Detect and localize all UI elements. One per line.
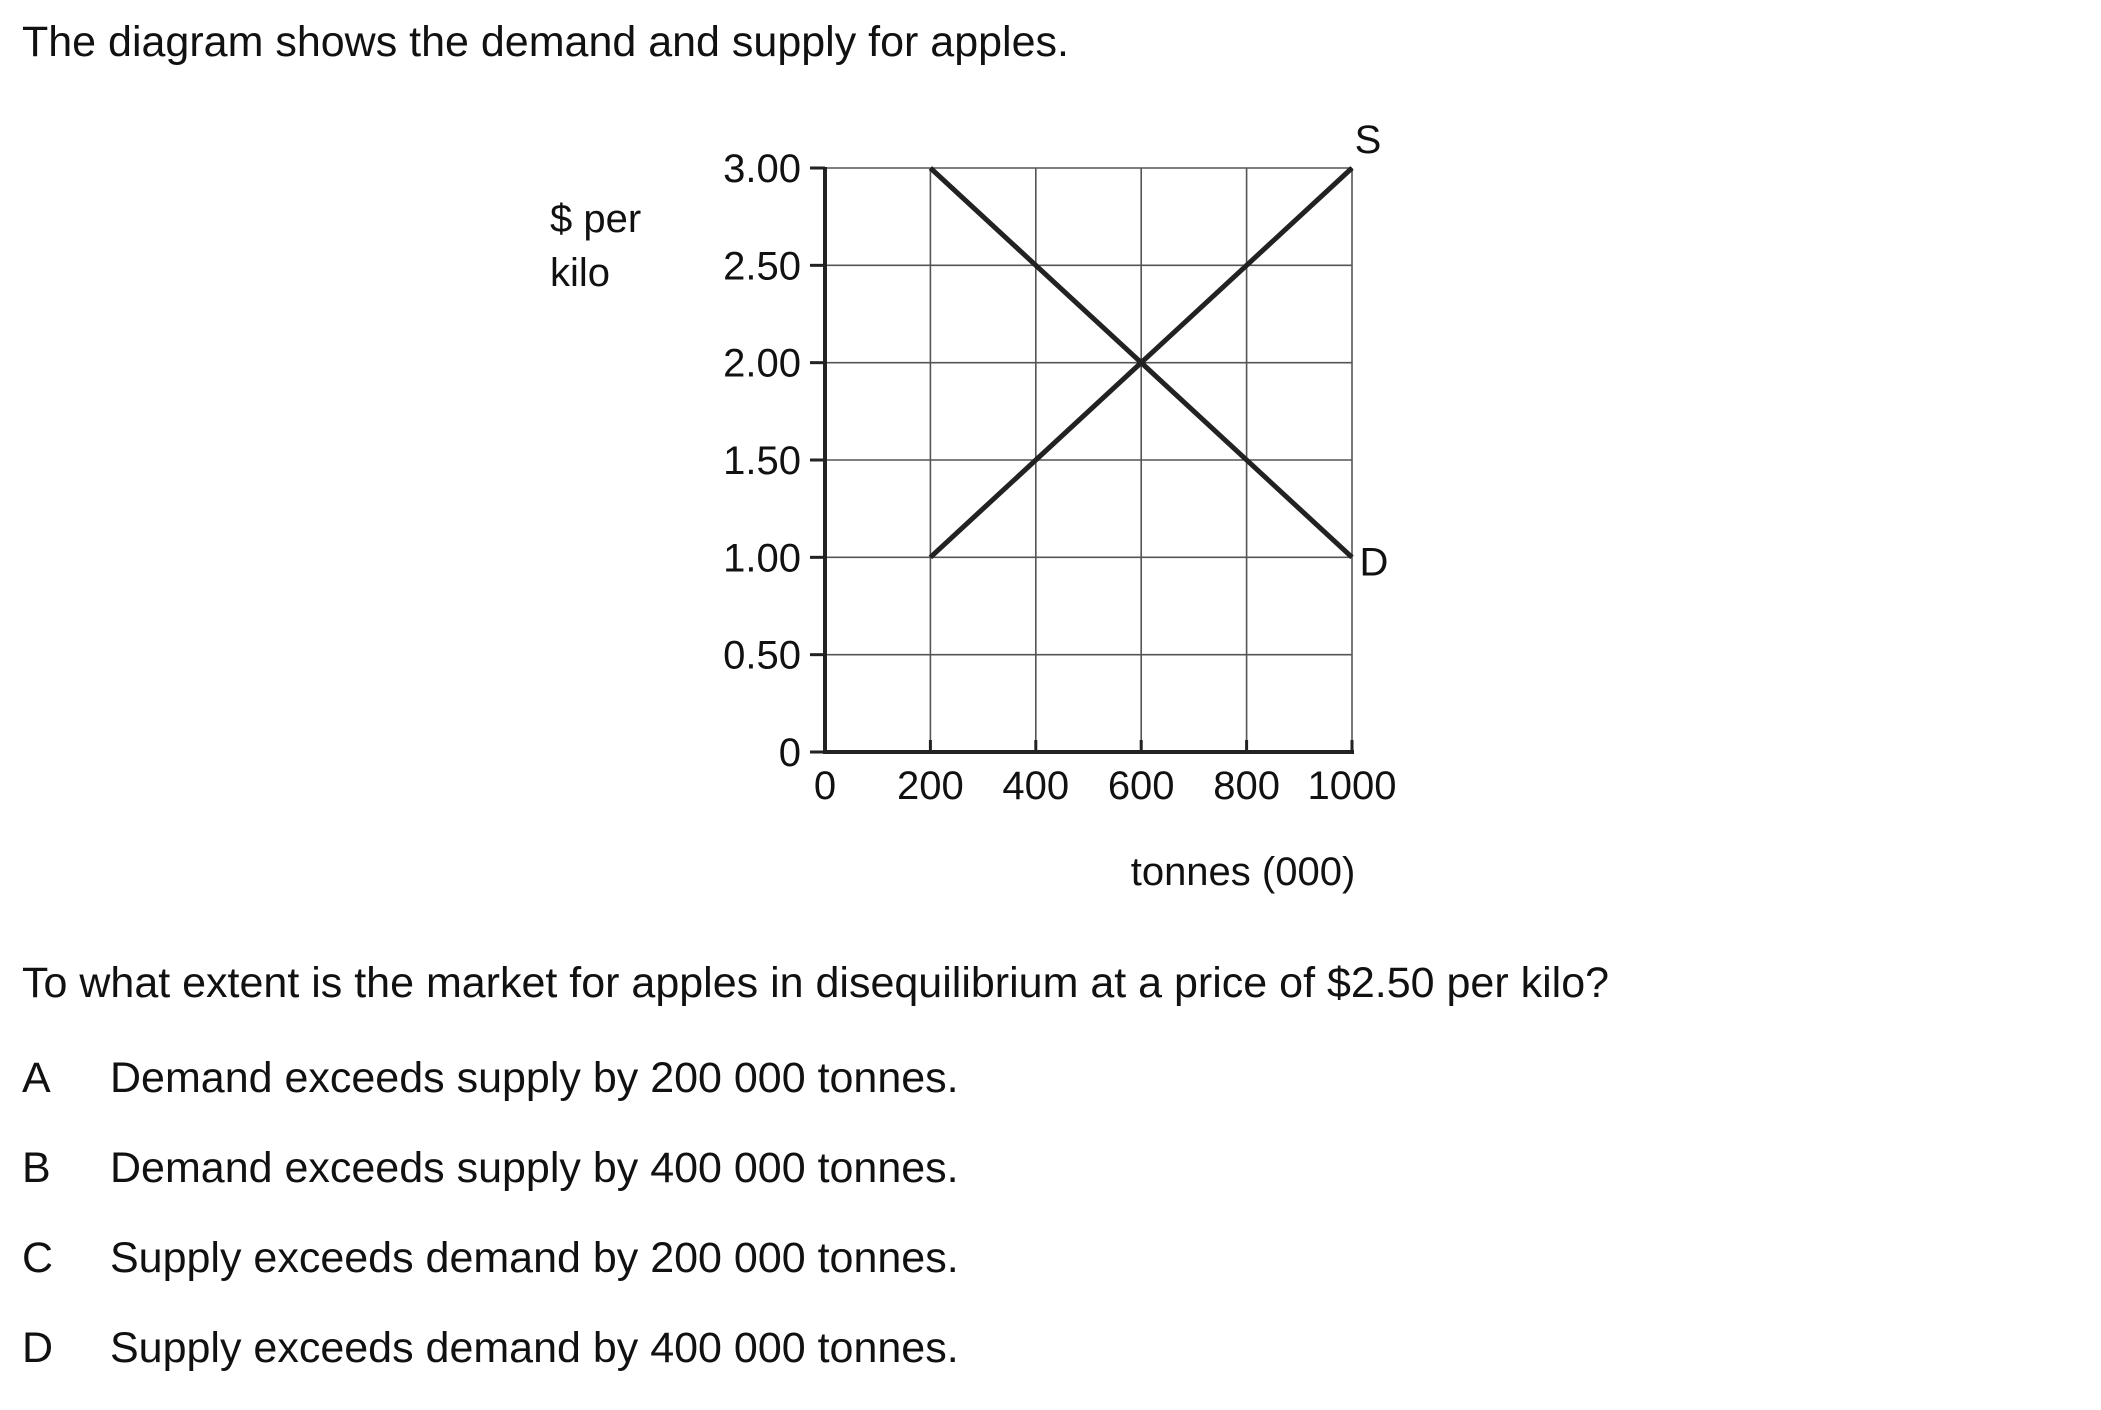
y-tick-label: 1.50	[723, 439, 801, 483]
series-label-d: D	[1360, 540, 1389, 584]
option-c[interactable]: C Supply exceeds demand by 200 000 tonne…	[22, 1230, 959, 1286]
option-letter: B	[22, 1143, 51, 1192]
option-letter: D	[22, 1323, 54, 1372]
answer-options: A Demand exceeds supply by 200 000 tonne…	[22, 1050, 959, 1410]
y-axis-label-line: kilo	[550, 251, 610, 295]
x-tick-label: 800	[1213, 764, 1280, 808]
y-axis-label-line: $ per	[550, 197, 641, 241]
x-tick-label: 400	[1002, 764, 1069, 808]
x-tick-label: 600	[1108, 764, 1175, 808]
y-tick-label: 3.00	[723, 147, 801, 191]
x-axis-label: tonnes (000)	[1131, 850, 1356, 894]
option-a[interactable]: A Demand exceeds supply by 200 000 tonne…	[22, 1050, 959, 1106]
y-tick-label: 0.50	[723, 634, 801, 678]
series-line-d	[928, 166, 1354, 560]
x-tick-label: 1000	[1308, 764, 1397, 808]
question-text: To what extent is the market for apples …	[22, 959, 1610, 1007]
y-tick-label: 0	[779, 731, 801, 775]
option-text: Demand exceeds supply by 200 000 tonnes.	[110, 1053, 959, 1102]
option-letter: C	[22, 1233, 54, 1282]
y-axis-label: $ per kilo	[550, 197, 641, 295]
x-tick-label: 200	[897, 764, 964, 808]
x-tick-label: 0	[814, 764, 836, 808]
y-tick-label: 1.00	[723, 536, 801, 580]
option-letter: A	[22, 1053, 51, 1102]
option-d[interactable]: D Supply exceeds demand by 400 000 tonne…	[22, 1320, 959, 1376]
grid	[825, 167, 1353, 752]
option-text: Supply exceeds demand by 400 000 tonnes.	[110, 1323, 959, 1372]
y-tick-label: 2.50	[723, 244, 801, 288]
option-text: Supply exceeds demand by 200 000 tonnes.	[110, 1233, 959, 1282]
option-b[interactable]: B Demand exceeds supply by 400 000 tonne…	[22, 1140, 959, 1196]
intro-text: The diagram shows the demand and supply …	[22, 18, 1069, 66]
axis-labels: 0 0.50 1.00 1.50 2.00 2.50 3.00 0 200 400 600 800 10…	[550, 118, 1396, 894]
axes	[810, 166, 1354, 754]
series-lines	[928, 166, 1354, 560]
series-label-s: S	[1355, 118, 1382, 162]
option-text: Demand exceeds supply by 400 000 tonnes.	[110, 1143, 959, 1192]
y-tick-label: 2.00	[723, 342, 801, 386]
